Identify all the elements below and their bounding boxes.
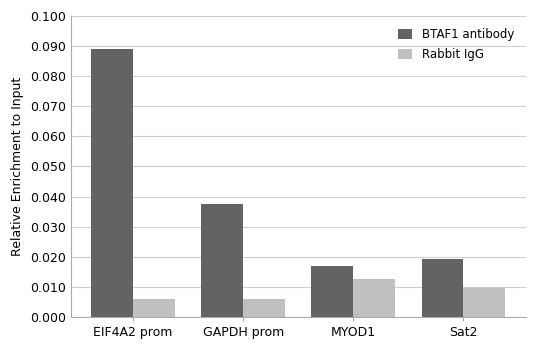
Bar	[91, 49, 133, 317]
Bar	[201, 204, 243, 317]
Bar	[311, 266, 353, 317]
Bar	[133, 299, 175, 317]
Bar	[353, 279, 395, 317]
Y-axis label: Relative Enrichment to Input: Relative Enrichment to Input	[11, 77, 24, 256]
Bar	[422, 259, 463, 317]
Bar	[243, 299, 285, 317]
Bar	[463, 288, 505, 317]
Legend: BTAF1 antibody, Rabbit IgG: BTAF1 antibody, Rabbit IgG	[392, 22, 520, 67]
